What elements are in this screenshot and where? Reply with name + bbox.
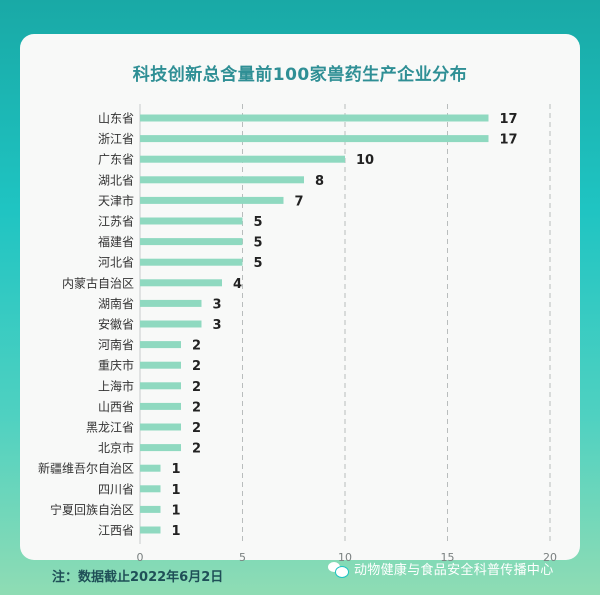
category-label: 江西省 bbox=[98, 524, 134, 538]
bar bbox=[140, 464, 161, 472]
category-label: 广东省 bbox=[98, 153, 134, 167]
bar bbox=[140, 258, 243, 266]
bar bbox=[140, 217, 243, 225]
category-label: 福建省 bbox=[98, 234, 134, 249]
x-tick-label: 15 bbox=[441, 551, 455, 564]
bar bbox=[140, 320, 202, 328]
data-label: 1 bbox=[172, 462, 181, 477]
bar bbox=[140, 444, 181, 452]
data-label: 2 bbox=[192, 442, 201, 457]
wechat-icon bbox=[328, 560, 349, 578]
bar bbox=[140, 423, 181, 431]
category-label: 重庆市 bbox=[98, 358, 134, 373]
category-label: 天津市 bbox=[98, 193, 134, 208]
data-label: 3 bbox=[213, 297, 222, 312]
category-label: 山东省 bbox=[98, 112, 134, 126]
category-label: 浙江省 bbox=[98, 132, 134, 146]
category-label: 内蒙古自治区 bbox=[62, 275, 134, 290]
bar bbox=[140, 485, 161, 493]
data-label: 2 bbox=[192, 400, 201, 415]
category-label: 江苏省 bbox=[98, 215, 134, 229]
x-tick-label: 20 bbox=[543, 551, 557, 564]
category-label: 湖南省 bbox=[98, 296, 134, 311]
data-label: 4 bbox=[233, 277, 242, 292]
data-label: 5 bbox=[254, 236, 263, 251]
bar bbox=[140, 361, 181, 369]
x-tick-label: 0 bbox=[137, 551, 144, 564]
bar bbox=[140, 155, 345, 163]
bar bbox=[140, 176, 304, 184]
category-label: 新疆维吾尔自治区 bbox=[38, 461, 134, 476]
category-label: 北京市 bbox=[98, 440, 134, 455]
watermark-text: 动物健康与食品安全科普传播中心 bbox=[354, 563, 554, 578]
footnote: 注：数据截止2022年6月2日 bbox=[52, 570, 224, 585]
data-label: 1 bbox=[172, 524, 181, 539]
data-label: 17 bbox=[500, 133, 518, 148]
data-label: 8 bbox=[315, 174, 324, 189]
chart-card bbox=[20, 34, 580, 560]
bar bbox=[140, 196, 284, 204]
bar bbox=[140, 114, 489, 122]
bar bbox=[140, 299, 202, 307]
chart-title: 科技创新总含量前100家兽药生产企业分布 bbox=[132, 65, 468, 85]
category-label: 上海市 bbox=[98, 378, 134, 393]
data-label: 2 bbox=[192, 359, 201, 374]
data-label: 10 bbox=[356, 153, 374, 168]
category-label: 湖北省 bbox=[98, 172, 134, 187]
bar bbox=[140, 238, 243, 246]
bar bbox=[140, 505, 161, 513]
category-label: 四川省 bbox=[98, 482, 134, 496]
data-label: 1 bbox=[172, 503, 181, 518]
x-tick-label: 5 bbox=[239, 551, 246, 564]
bar bbox=[140, 135, 489, 143]
data-label: 17 bbox=[500, 112, 518, 127]
watermark: 动物健康与食品安全科普传播中心 bbox=[328, 559, 554, 578]
bar bbox=[140, 402, 181, 410]
category-label: 河北省 bbox=[98, 256, 134, 270]
data-label: 7 bbox=[295, 194, 304, 209]
category-label: 黑龙江省 bbox=[86, 421, 134, 435]
category-label: 安徽省 bbox=[98, 317, 134, 332]
data-label: 2 bbox=[192, 421, 201, 436]
category-label: 山西省 bbox=[98, 400, 134, 414]
data-label: 5 bbox=[254, 215, 263, 230]
x-tick-label: 10 bbox=[338, 551, 352, 564]
category-label: 宁夏回族自治区 bbox=[50, 502, 134, 517]
data-label: 1 bbox=[172, 483, 181, 498]
bar bbox=[140, 279, 222, 287]
bar bbox=[140, 526, 161, 534]
data-label: 2 bbox=[192, 339, 201, 354]
data-label: 5 bbox=[254, 256, 263, 271]
bar bbox=[140, 382, 181, 390]
data-label: 2 bbox=[192, 380, 201, 395]
bar bbox=[140, 341, 181, 349]
category-label: 河南省 bbox=[98, 337, 134, 352]
data-label: 3 bbox=[213, 318, 222, 333]
